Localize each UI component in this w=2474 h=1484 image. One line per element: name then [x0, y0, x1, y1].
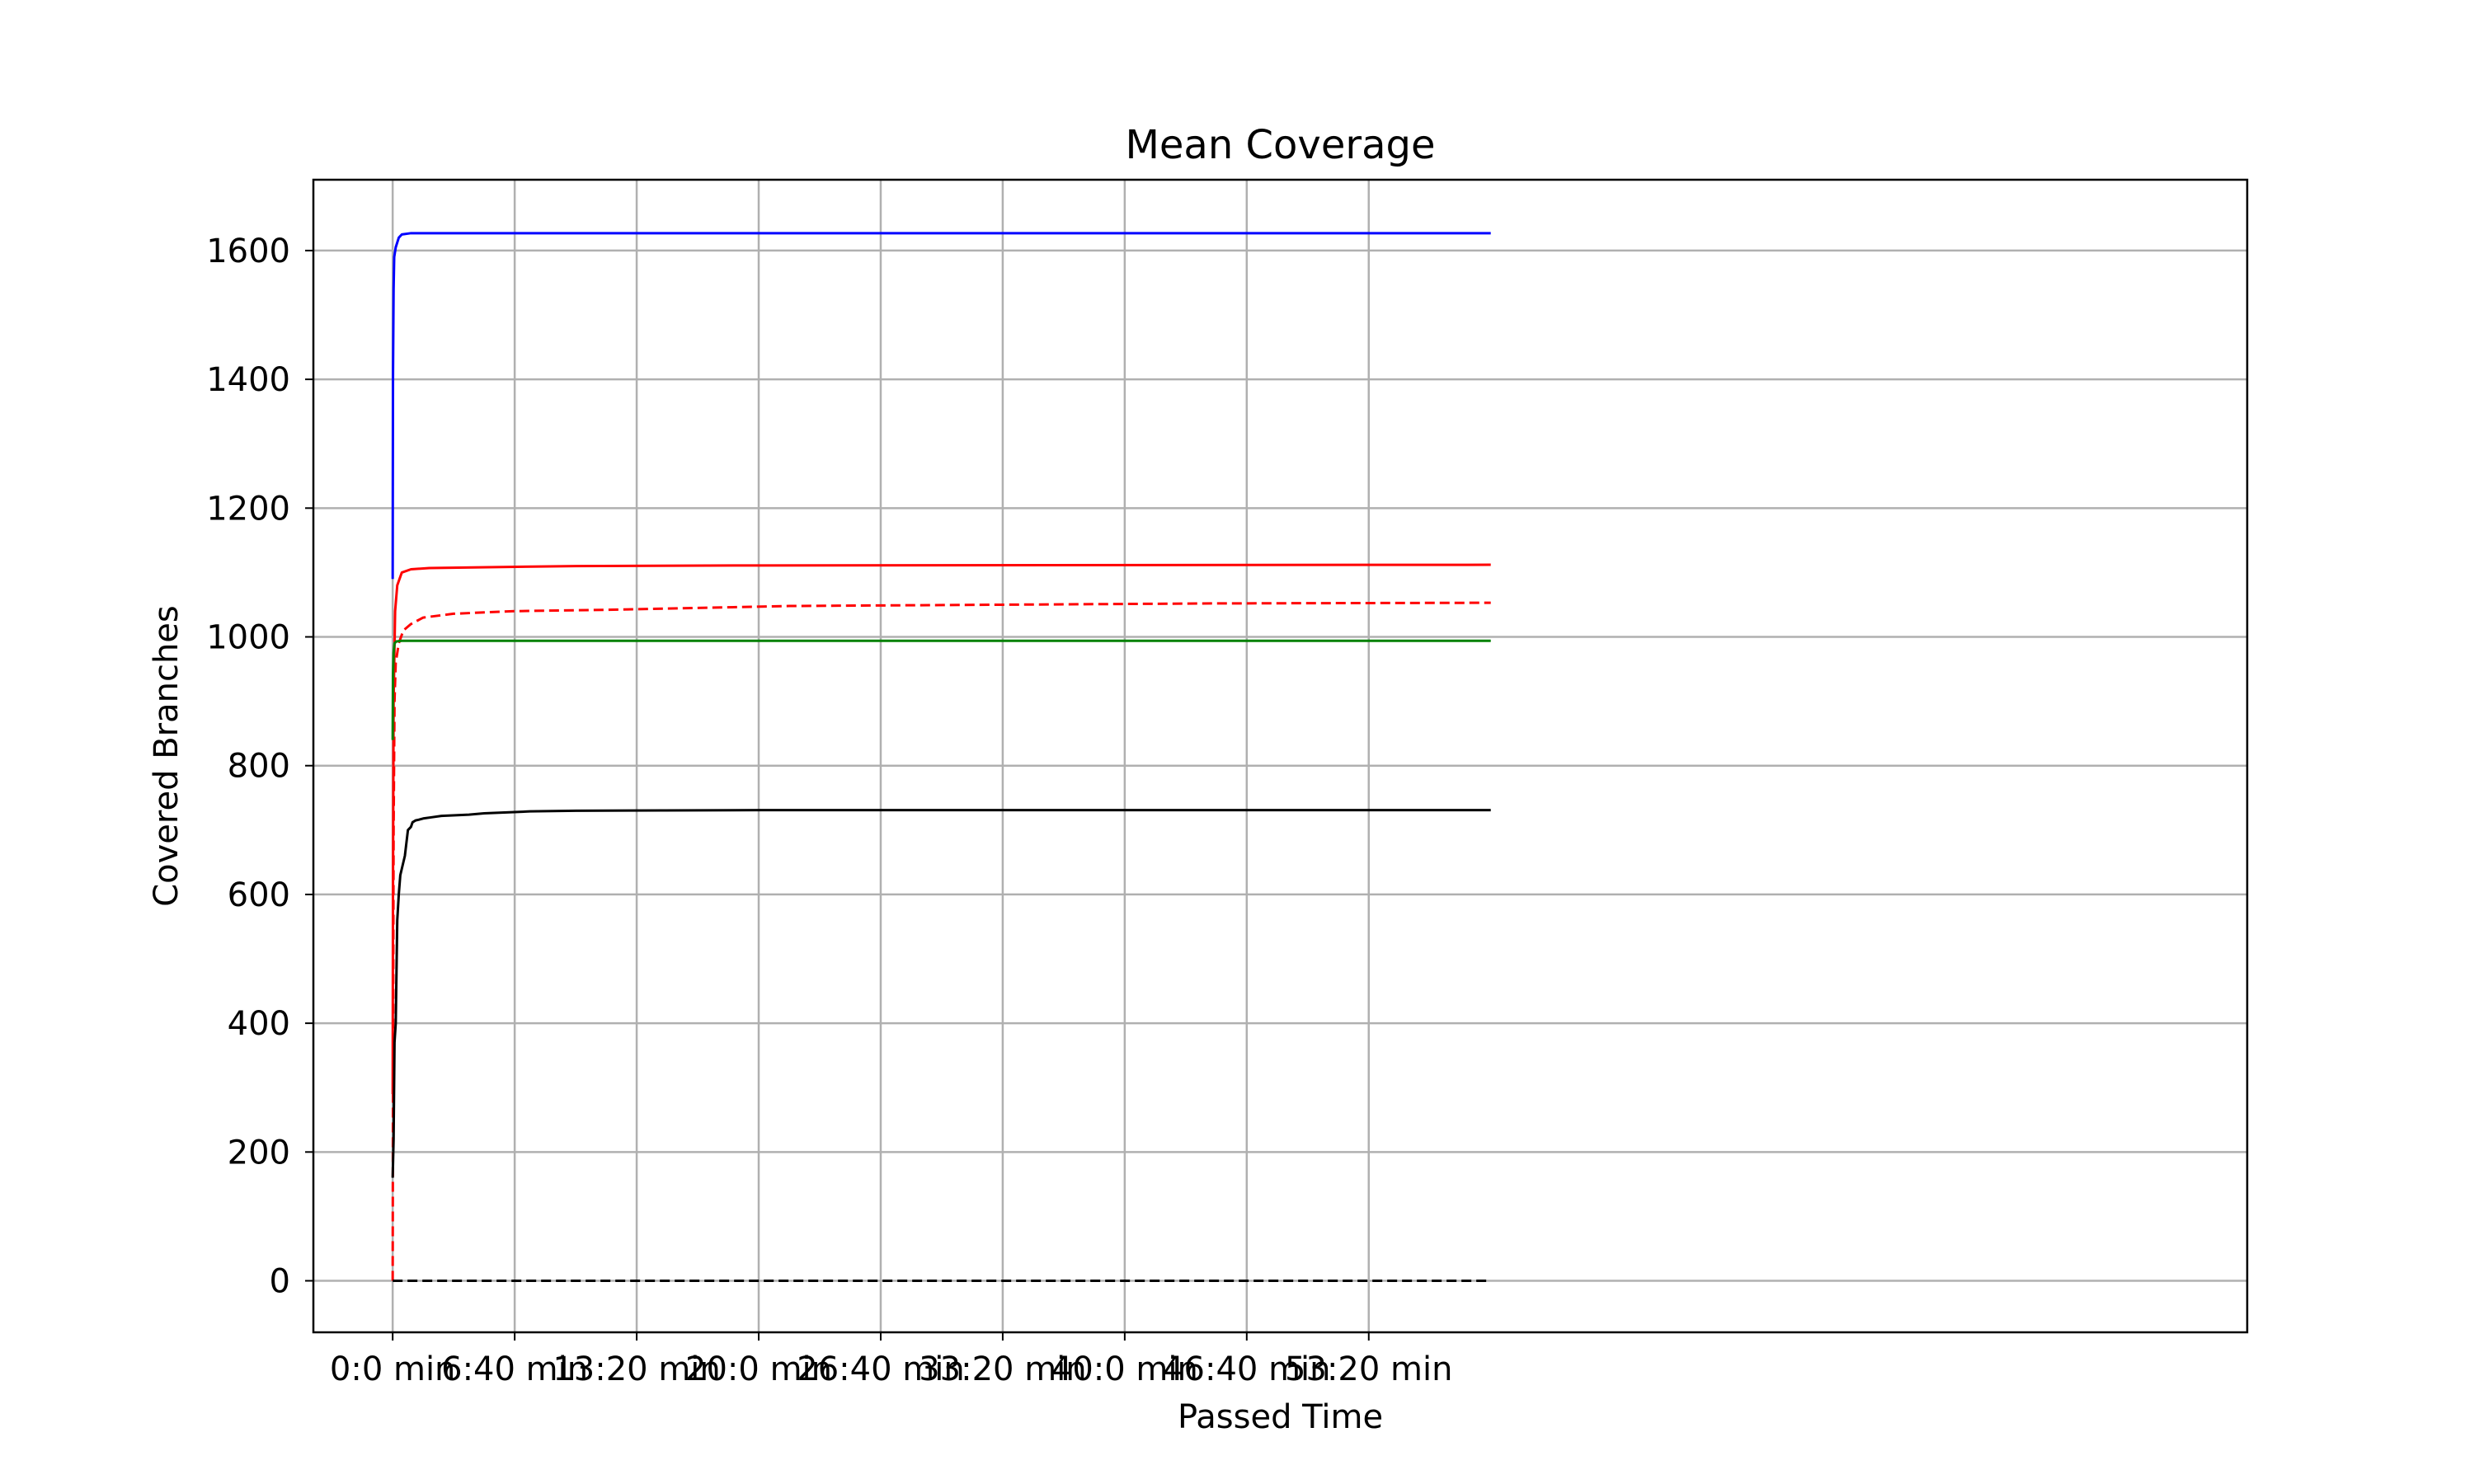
x-tick-label: 40:0 min — [1051, 1350, 1198, 1388]
y-tick-label: 600 — [228, 876, 290, 914]
x-tick-label: 26:40 min — [797, 1350, 964, 1388]
y-tick-label: 800 — [228, 748, 290, 786]
x-tick-label: 33:20 min — [919, 1350, 1086, 1388]
series-line-red-solid — [391, 563, 1491, 1095]
x-tick-label: 13:20 min — [553, 1350, 720, 1388]
series-line-red-dashed — [391, 601, 1491, 1281]
series-lines — [391, 232, 1491, 1283]
x-axis-title: Passed Time — [1178, 1398, 1383, 1436]
series-line-blue-solid — [391, 232, 1491, 580]
x-tick-label: 46:40 min — [1163, 1350, 1330, 1388]
y-tick-label: 0 — [270, 1263, 290, 1301]
x-tick-label: 6:40 min — [441, 1350, 588, 1388]
y-tick-label: 1400 — [206, 361, 290, 399]
y-axis-title: Covered Branches — [148, 605, 186, 907]
y-tick-label: 200 — [228, 1134, 290, 1172]
chart-title: Mean Coverage — [1125, 122, 1435, 168]
x-tick-label: 20:0 min — [685, 1350, 832, 1388]
y-tick-label: 1000 — [206, 619, 290, 657]
y-axis-ticks: 0 200 400 600 800 1000 1200 1400 1600 — [206, 232, 313, 1301]
y-tick-label: 1600 — [206, 232, 290, 270]
y-tick-label: 1200 — [206, 490, 290, 528]
series-line-black-solid — [391, 809, 1491, 1178]
plot-frame — [312, 178, 2249, 1334]
x-tick-label: 53:20 min — [1285, 1350, 1452, 1388]
x-tick-label: 0:0 min — [330, 1350, 456, 1388]
y-tick-label: 400 — [228, 1005, 290, 1043]
series-line-green-solid — [391, 639, 1491, 740]
grid — [313, 180, 2247, 1332]
